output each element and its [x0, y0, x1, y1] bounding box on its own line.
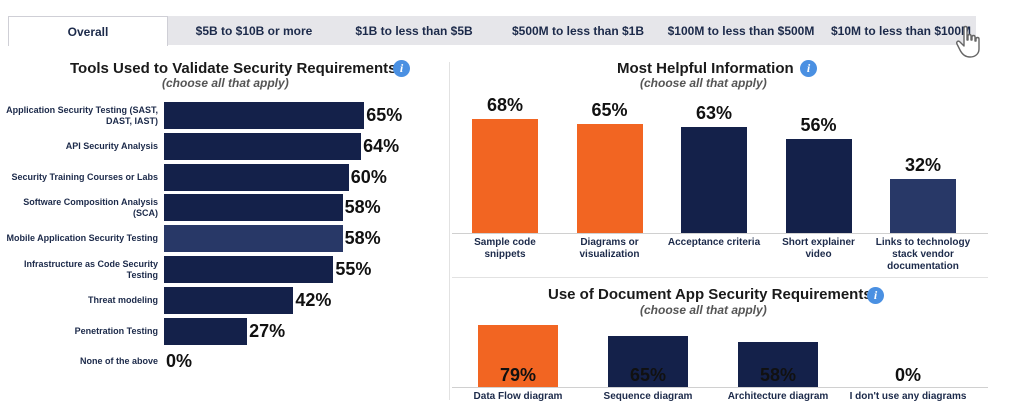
segment-tabs: Overall $5B to $10B or more $1B to less … — [8, 16, 976, 46]
bar-category-label: Software Composition Analysis (SCA) — [23, 196, 158, 218]
tab-overall[interactable]: Overall — [8, 16, 168, 46]
bar-category-label: Sequence diagram — [603, 391, 693, 402]
bar — [681, 127, 747, 233]
tab-100m-to-500m[interactable]: $100M to less than $500M — [667, 23, 815, 38]
bar-category-label: Diagrams or visualization — [579, 237, 640, 260]
bar-value-label: 63% — [695, 103, 733, 124]
bar-category-label: Short explainer video — [782, 237, 855, 260]
bar — [785, 138, 852, 233]
bar-category-label: Threat modeling — [87, 294, 158, 305]
info-icon[interactable]: i — [867, 287, 884, 304]
info-icon[interactable]: i — [800, 60, 817, 77]
tools-chart-title: Tools Used to Validate Security Requirem… — [70, 60, 397, 77]
bar-category-label: Architecture diagram — [727, 391, 829, 402]
bar-value-label: 68% — [486, 94, 524, 115]
bar-category-label: Application Security Testing (SAST, DAST… — [6, 104, 158, 126]
bar — [478, 325, 558, 387]
bar-value-label: 0% — [166, 351, 193, 372]
bar-value-label: 27% — [249, 320, 286, 341]
bar-category-label: Mobile Application Security Testing — [6, 233, 158, 244]
bar — [164, 194, 343, 222]
bar-value-label: 58% — [344, 228, 381, 249]
diagram-usage-chart-title: Use of Document App Security Requirement… — [548, 286, 872, 303]
panel-divider — [452, 277, 988, 278]
bar-category-label: Sample code snippets — [474, 237, 536, 260]
tab-500m-to-1b[interactable]: $500M to less than $1B — [511, 23, 645, 38]
x-axis-line — [452, 387, 988, 388]
bar-category-label: I don't use any diagrams — [849, 391, 967, 402]
info-icon[interactable]: i — [393, 60, 410, 77]
bar-value-label: 79% — [499, 365, 537, 385]
panel-divider — [449, 62, 450, 400]
bar-value-label: 58% — [344, 197, 381, 218]
bar-value-label: 65% — [366, 105, 403, 125]
bar-value-label: 64% — [363, 135, 400, 156]
bar — [164, 286, 294, 314]
x-axis-line — [452, 233, 988, 234]
bar-category-label: Links to technology stack vendor documen… — [875, 237, 971, 272]
tools-chart-subtitle: (choose all that apply) — [162, 76, 289, 90]
bar — [164, 256, 334, 283]
bar — [738, 341, 818, 387]
bar-category-label: Infrastructure as Code Security Testing — [23, 258, 158, 280]
bar-value-label: 42% — [295, 289, 332, 310]
bar-category-label: Acceptance criteria — [667, 237, 761, 248]
bar-category-label: Penetration Testing — [74, 325, 158, 336]
bar-value-label: 60% — [350, 166, 387, 187]
bar-value-label: 65% — [591, 99, 628, 120]
bar — [472, 118, 538, 233]
bar-value-label: 32% — [904, 155, 942, 176]
bar-category-label: API Security Analysis — [65, 140, 158, 151]
bar — [164, 132, 362, 160]
bar-category-label: Security Training Courses or Labs — [11, 171, 158, 182]
tab-5b-to-10b[interactable]: $5B to $10B or more — [195, 23, 313, 38]
bar — [890, 179, 956, 233]
bar — [164, 163, 349, 191]
hand-pointer-icon — [956, 25, 980, 58]
bar — [164, 102, 365, 129]
tab-10m-to-100m[interactable]: $10M to less than $100M — [830, 23, 972, 38]
bar-category-label: Data Flow diagram — [473, 391, 563, 402]
helpful-info-chart-title: Most Helpful Information — [617, 60, 794, 77]
bar-value-label: 56% — [800, 114, 837, 135]
diagram-usage-chart-subtitle: (choose all that apply) — [640, 303, 767, 317]
bar-value-label: 65% — [629, 365, 667, 385]
bar-value-label: 55% — [335, 259, 372, 279]
bar-value-label: 0% — [894, 365, 921, 385]
helpful-info-chart-subtitle: (choose all that apply) — [640, 76, 767, 90]
bar-category-label: None of the above — [79, 356, 158, 367]
tab-1b-to-5b[interactable]: $1B to less than $5B — [355, 23, 473, 38]
bar — [608, 336, 688, 387]
bar — [164, 317, 248, 345]
bar — [576, 123, 643, 233]
bar — [164, 225, 343, 253]
bar-value-label: 58% — [759, 365, 797, 385]
